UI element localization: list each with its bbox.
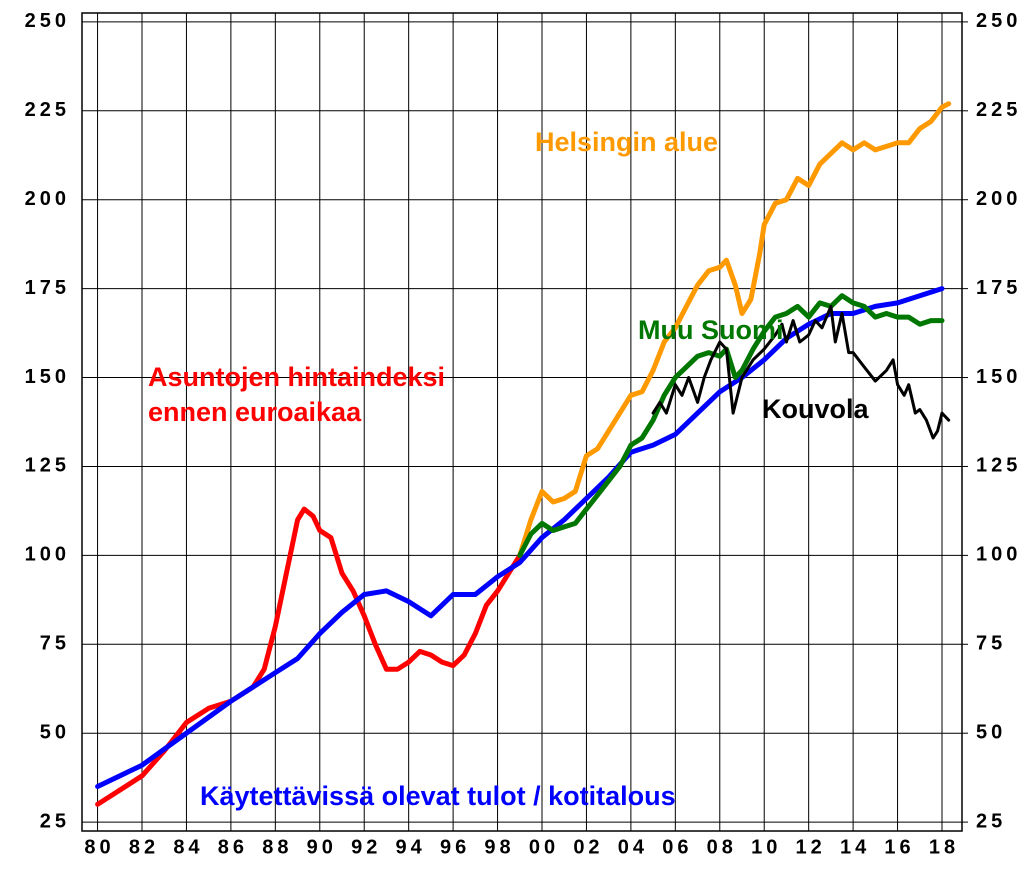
x-tick-label: 86 — [218, 836, 248, 858]
y-tick-label: 150 — [25, 366, 70, 388]
x-tick-label: 00 — [529, 836, 559, 858]
y2-tick-label: 50 — [976, 721, 1006, 743]
y2-tick-label: 225 — [976, 99, 1021, 121]
y2-tick-label: 175 — [976, 277, 1021, 299]
y2-tick-label: 200 — [976, 188, 1021, 210]
x-tick-label: 02 — [573, 836, 603, 858]
x-tick-label: 94 — [396, 836, 426, 858]
x-tick-label: 98 — [484, 836, 514, 858]
x-tick-label: 84 — [173, 836, 203, 858]
y-tick-label: 250 — [25, 10, 70, 32]
x-tick-label: 96 — [440, 836, 470, 858]
y2-tick-label: 125 — [976, 455, 1021, 477]
x-tick-label: 06 — [662, 836, 692, 858]
series-line — [517, 293, 945, 558]
x-tick-label: 14 — [840, 836, 870, 858]
x-tick-label: 92 — [351, 836, 381, 858]
y-tick-label: 225 — [25, 99, 70, 121]
x-tick-label: 12 — [796, 836, 826, 858]
y-tick-label: 25 — [40, 810, 70, 832]
series-label: Asuntojen hintaindeksi ennen euroaikaa — [148, 362, 446, 427]
y-tick-label: 175 — [25, 277, 70, 299]
x-tick-label: 80 — [84, 836, 114, 858]
series-label: Helsingin alue — [535, 127, 719, 157]
plot-frame — [81, 12, 963, 832]
y2-tick-label: 150 — [976, 366, 1021, 388]
y2-tick-label: 100 — [976, 544, 1021, 566]
y-tick-label: 200 — [25, 188, 70, 210]
series-line — [95, 506, 523, 807]
x-tick-label: 08 — [707, 836, 737, 858]
y2-tick-label: 75 — [976, 633, 1006, 655]
series-line — [651, 304, 951, 440]
x-tick-label: 10 — [751, 836, 781, 858]
y-tick-label: 50 — [40, 721, 70, 743]
y-tick-label: 125 — [25, 455, 70, 477]
x-tick-label: 88 — [262, 836, 292, 858]
series-label: Kouvola — [762, 394, 869, 424]
x-tick-label: 82 — [129, 836, 159, 858]
series-label: Käytettävissä olevat tulot / kotitalous — [200, 781, 676, 811]
y2-tick-label: 250 — [976, 10, 1021, 32]
series-line — [517, 101, 952, 558]
x-tick-label: 04 — [618, 836, 648, 858]
x-tick-label: 18 — [929, 836, 959, 858]
y-tick-label: 100 — [25, 544, 70, 566]
x-tick-label: 90 — [307, 836, 337, 858]
y-tick-label: 75 — [40, 633, 70, 655]
x-tick-label: 16 — [884, 836, 914, 858]
series-label: Muu Suomi — [638, 315, 784, 345]
y2-tick-label: 25 — [976, 810, 1006, 832]
